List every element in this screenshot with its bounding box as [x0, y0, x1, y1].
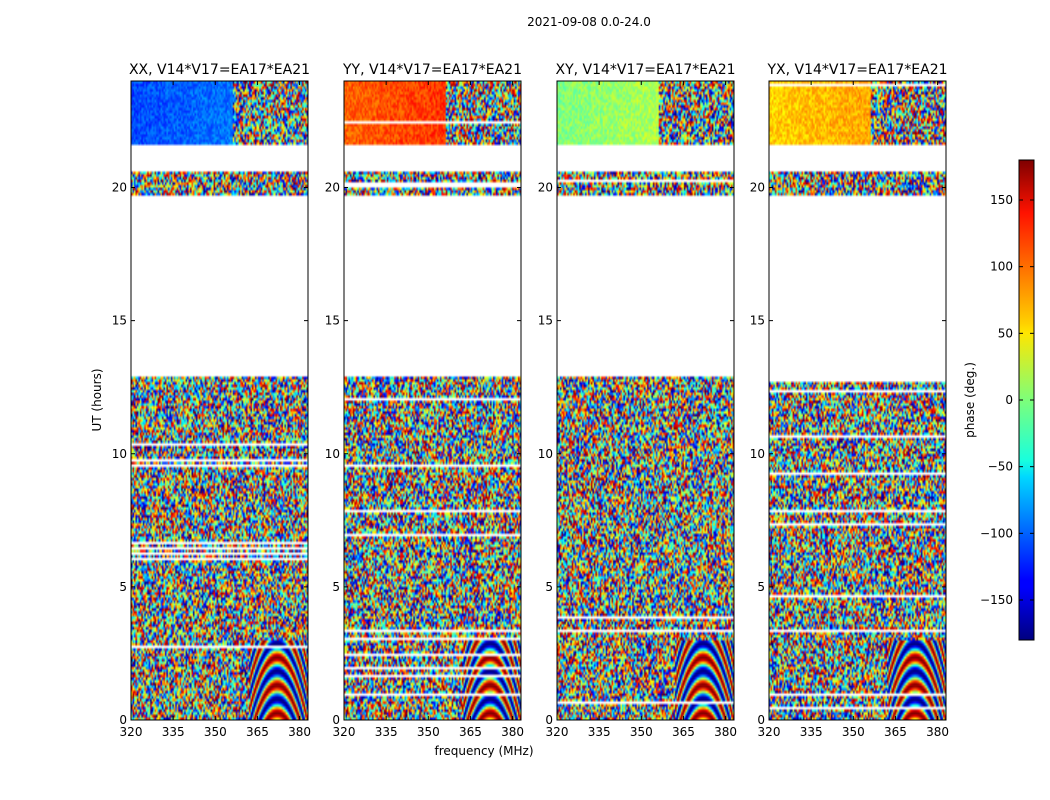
heatmap-image	[769, 81, 946, 720]
axes-frame	[130, 80, 309, 721]
x-tick-label: 380	[288, 725, 311, 739]
colorbar-tick-label: 150	[990, 193, 1013, 207]
y-tick-label: 20	[325, 181, 340, 195]
figure-suptitle: 2021-09-08 0.0-24.0	[527, 15, 651, 29]
colorbar-tick-label: −50	[988, 460, 1013, 474]
x-tick-label: 350	[842, 725, 865, 739]
x-tick-label: 365	[672, 725, 695, 739]
y-tick-label: 5	[332, 580, 340, 594]
panel-title: XX, V14*V17=EA17*EA21	[129, 62, 310, 78]
x-tick-label: 350	[204, 725, 227, 739]
panel-1: XX, V14*V17=EA17*EA21 320 335 350 365 380 0 5 10…	[112, 62, 311, 739]
x-tick-label: 365	[884, 725, 907, 739]
y-tick-label: 0	[545, 713, 553, 727]
y-tick-label: 10	[325, 447, 340, 461]
panel-title: YX, V14*V17=EA17*EA21	[766, 62, 947, 78]
x-tick-label: 380	[714, 725, 737, 739]
y-tick-label: 0	[332, 713, 340, 727]
colorbar-tick-label: 50	[998, 326, 1013, 340]
y-tick-label: 0	[119, 713, 127, 727]
heatmap-image	[557, 81, 734, 720]
y-tick-label: 0	[757, 713, 765, 727]
x-tick-label: 335	[162, 725, 185, 739]
panel-title: YY, V14*V17=EA17*EA21	[342, 62, 522, 78]
x-tick-label: 335	[375, 725, 398, 739]
colorbar-label: phase (deg.)	[963, 362, 977, 438]
panel-title: XY, V14*V17=EA17*EA21	[555, 62, 735, 78]
x-axis-label: frequency (MHz)	[434, 744, 533, 758]
x-tick-label: 320	[333, 725, 356, 739]
y-tick-label: 5	[119, 580, 127, 594]
colorbar-tick-label: −150	[980, 593, 1013, 607]
x-tick-label: 320	[120, 725, 143, 739]
x-tick-label: 335	[800, 725, 823, 739]
panels-group: XX, V14*V17=EA17*EA21 320 335 350 365 380 0 5 10…	[112, 62, 949, 739]
axes-frame	[556, 80, 735, 721]
x-tick-label: 350	[417, 725, 440, 739]
colorbar-tick-label: 100	[990, 260, 1013, 274]
axes-frame	[343, 80, 522, 721]
axes-frame	[768, 80, 947, 721]
x-tick-label: 365	[246, 725, 269, 739]
x-tick-label: 350	[630, 725, 653, 739]
x-tick-label: 320	[546, 725, 569, 739]
x-tick-label: 380	[501, 725, 524, 739]
y-tick-label: 15	[112, 314, 127, 328]
x-tick-label: 335	[588, 725, 611, 739]
x-tick-label: 380	[926, 725, 949, 739]
y-tick-label: 5	[545, 580, 553, 594]
y-tick-label: 10	[538, 447, 553, 461]
colorbar: 150 100 50 0 −50 −100 −150 phase (deg.)	[963, 159, 1035, 641]
y-tick-label: 10	[112, 447, 127, 461]
y-axis-label: UT (hours)	[90, 368, 104, 431]
y-tick-label: 5	[757, 580, 765, 594]
y-tick-label: 20	[112, 181, 127, 195]
y-tick-label: 15	[750, 314, 765, 328]
heatmap-image	[131, 81, 308, 720]
y-tick-label: 20	[538, 181, 553, 195]
x-tick-label: 320	[758, 725, 781, 739]
y-tick-label: 20	[750, 181, 765, 195]
panel-3: XY, V14*V17=EA17*EA21 320 335 350 365 380 0 5 10…	[538, 62, 737, 739]
panel-4: YX, V14*V17=EA17*EA21 320 335 350 365 380 0 5 10…	[750, 62, 949, 739]
heatmap-image	[344, 81, 521, 720]
panel-2: YY, V14*V17=EA17*EA21 320 335 350 365 380 0 5 10…	[325, 62, 524, 739]
y-tick-label: 10	[750, 447, 765, 461]
colorbar-tick-label: −100	[980, 526, 1013, 540]
x-tick-label: 365	[459, 725, 482, 739]
colorbar-tick-label: 0	[1005, 393, 1013, 407]
y-tick-label: 15	[538, 314, 553, 328]
y-tick-label: 15	[325, 314, 340, 328]
